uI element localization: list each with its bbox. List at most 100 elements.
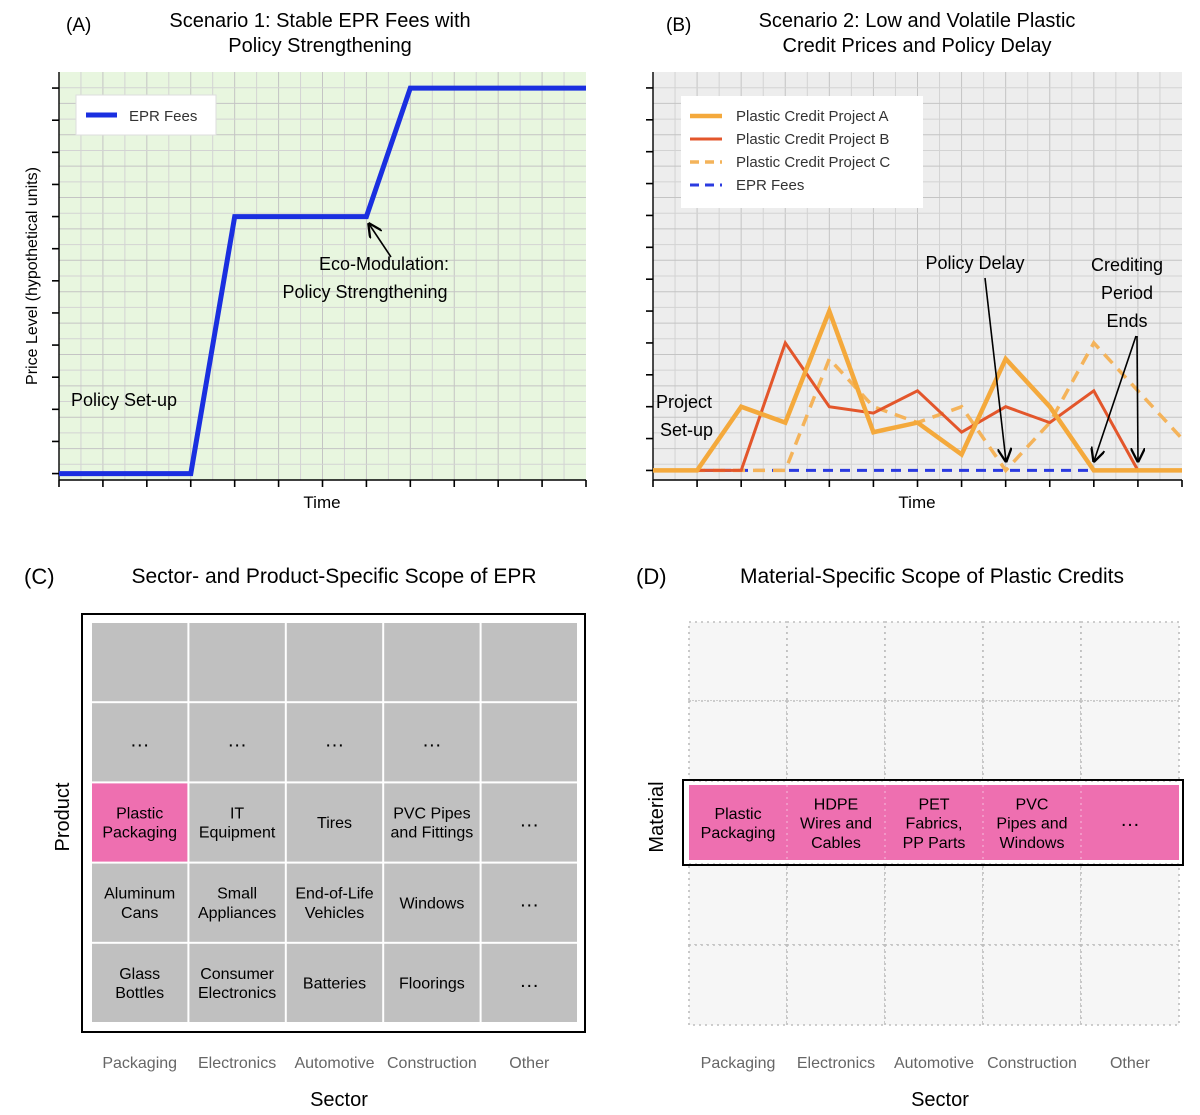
panel-c-cell-label: Bottles [115, 985, 164, 1002]
panel-b-legend-label-c: Plastic Credit Project C [736, 154, 890, 171]
panel-d-sector-labels: Packaging Electronics Automotive Constructi… [701, 1055, 1151, 1072]
panel-d-cell-empty [884, 700, 984, 782]
panel-b-x-label: Time [898, 493, 935, 512]
panel-c-cell-label: … [227, 729, 247, 751]
panel-c-cell [286, 943, 383, 1022]
panel-c-cell-label: Appliances [198, 905, 276, 922]
panel-a-title-line-2: Policy Strengthening [228, 35, 411, 57]
panel-d-sector-label: Construction [987, 1055, 1077, 1072]
panel-c: (C) Sector- and Product-Specific Scope o… [24, 564, 586, 1111]
panel-b-ticks [646, 87, 1183, 487]
panel-a: (A) Scenario 1: Stable EPR Fees with Pol… [24, 10, 587, 512]
panel-b-arrow-crediting-2 [1137, 335, 1138, 461]
panel-b-arrow-crediting-1 [1094, 335, 1137, 461]
panel-d-cell-empty [786, 700, 886, 782]
panel-d-sector-label: Automotive [894, 1055, 974, 1072]
panel-a-legend [75, 94, 217, 136]
panel-c-cell-label: Plastic [116, 806, 163, 823]
panel-d-material-label: Windows [1000, 835, 1065, 852]
panel-d-letter: (D) [636, 564, 667, 589]
panel-d-material-label: Packaging [701, 825, 776, 842]
panel-d-cell-empty [982, 863, 1082, 946]
panel-b-annotation-project-line-2: Set-up [660, 420, 713, 440]
panel-c-sector-label: Other [509, 1055, 550, 1072]
panel-b-legend-label-b: Plastic Credit Project B [736, 131, 889, 148]
panel-c-cell [286, 783, 383, 862]
panel-a-annotation-setup: Policy Set-up [71, 390, 177, 410]
panel-c-cell-label: Windows [399, 895, 464, 912]
panel-c-cell [189, 863, 285, 942]
panel-c-cell [92, 623, 188, 702]
panel-d-cell-empty [884, 944, 984, 1026]
panel-d-cell-empty [1080, 621, 1180, 702]
panel-c-cell [286, 703, 383, 782]
panel-d-material-label: HDPE [814, 796, 858, 813]
panel-a-legend-label: EPR Fees [129, 108, 197, 125]
panel-c-cell [92, 703, 188, 782]
panel-c-cell [481, 943, 577, 1022]
panel-d-grid: Plastic Packaging HDPE Wires and Cables PET Fa… [682, 621, 1184, 1026]
panel-a-x-label: Time [303, 493, 340, 512]
panel-a-ticks [52, 87, 587, 487]
panel-b-title-line-1: Scenario 2: Low and Volatile Plastic [759, 10, 1076, 32]
panel-d-sector-label: Electronics [797, 1055, 875, 1072]
panel-c-cell-label: … [422, 729, 442, 751]
panel-d-sector-label: Other [1110, 1055, 1151, 1072]
panel-a-y-label: Price Level (hypothetical units) [24, 167, 41, 385]
panel-c-cell [92, 863, 188, 942]
panel-c-cell [481, 863, 577, 942]
panel-a-letter: (A) [66, 15, 91, 36]
panel-c-sector-labels: Packaging Electronics Automotive Constructi… [102, 1055, 550, 1072]
panel-b-annotation-project-line-1: Project [656, 392, 712, 412]
panel-c-x-label: Sector [310, 1089, 368, 1111]
panel-d-cell-empty [688, 700, 788, 782]
panel-d-material-label: PVC [1016, 796, 1049, 813]
panel-d-y-label: Material [646, 781, 668, 852]
panel-d-cell-empty [786, 863, 886, 946]
panel-d-cell-empty [786, 621, 886, 702]
panel-c-cell-label: End-of-Life [295, 886, 373, 903]
panel-d-cell-empty [982, 944, 1082, 1026]
panel-d-cell-empty [786, 944, 886, 1026]
panel-c-title: Sector- and Product-Specific Scope of EP… [131, 565, 536, 588]
panel-c-cell-label: Glass [119, 966, 160, 983]
panel-c-cell [286, 863, 383, 942]
panel-d-x-label: Sector [911, 1089, 969, 1111]
panel-d-cell-empty [982, 621, 1082, 702]
panel-c-sector-label: Construction [387, 1055, 477, 1072]
panel-b-series-project-b [653, 339, 1182, 472]
panel-b-series-project-a [653, 304, 1182, 473]
panel-c-cell-label: … [519, 970, 539, 992]
panel-b: (B) Scenario 2: Low and Volatile Plastic… [646, 10, 1184, 512]
panel-c-grid: … … … … Plastic Packaging IT Equipment Tires PVC … [92, 623, 577, 1022]
panel-c-sector-label: Packaging [102, 1055, 177, 1072]
panel-a-annotation-eco-line-1: Eco-Modulation: [319, 254, 449, 274]
panel-a-annotation-arrow [369, 224, 392, 258]
panel-b-arrow-policy-delay [984, 277, 1006, 461]
panel-d-cell-empty [1080, 700, 1180, 782]
panel-c-cell-label: Equipment [199, 825, 276, 842]
panel-c-sector-label: Automotive [294, 1055, 374, 1072]
panel-a-series-epr-fees [59, 85, 586, 477]
panel-d-title: Material-Specific Scope of Plastic Credi… [740, 565, 1124, 588]
panel-d-cell-empty [1080, 863, 1180, 946]
panel-c-cell-label: Packaging [102, 825, 177, 842]
panel-c-cell-label: Consumer [200, 966, 274, 983]
panel-c-cell-label: Batteries [303, 976, 366, 993]
panel-c-cell-highlighted [92, 783, 188, 862]
panel-c-cell [384, 703, 480, 782]
panel-b-legend-label-epr: EPR Fees [736, 177, 804, 194]
panel-b-title-line-2: Credit Prices and Policy Delay [783, 35, 1052, 57]
panel-c-cell-label: PVC Pipes [393, 806, 470, 823]
panel-c-cell [384, 863, 480, 942]
panel-c-cell-label: Electronics [198, 985, 276, 1002]
panel-c-cell-label: IT [230, 806, 244, 823]
panel-c-cell-label: Small [217, 886, 257, 903]
panel-d-cell-empty [688, 621, 788, 702]
panel-c-cell [189, 623, 285, 702]
panel-b-annotation-crediting-line-3: Ends [1106, 311, 1147, 331]
panel-b-annotation-crediting-line-1: Crediting [1091, 255, 1163, 275]
panel-a-grid [59, 72, 586, 480]
panel-c-cell [481, 623, 577, 702]
